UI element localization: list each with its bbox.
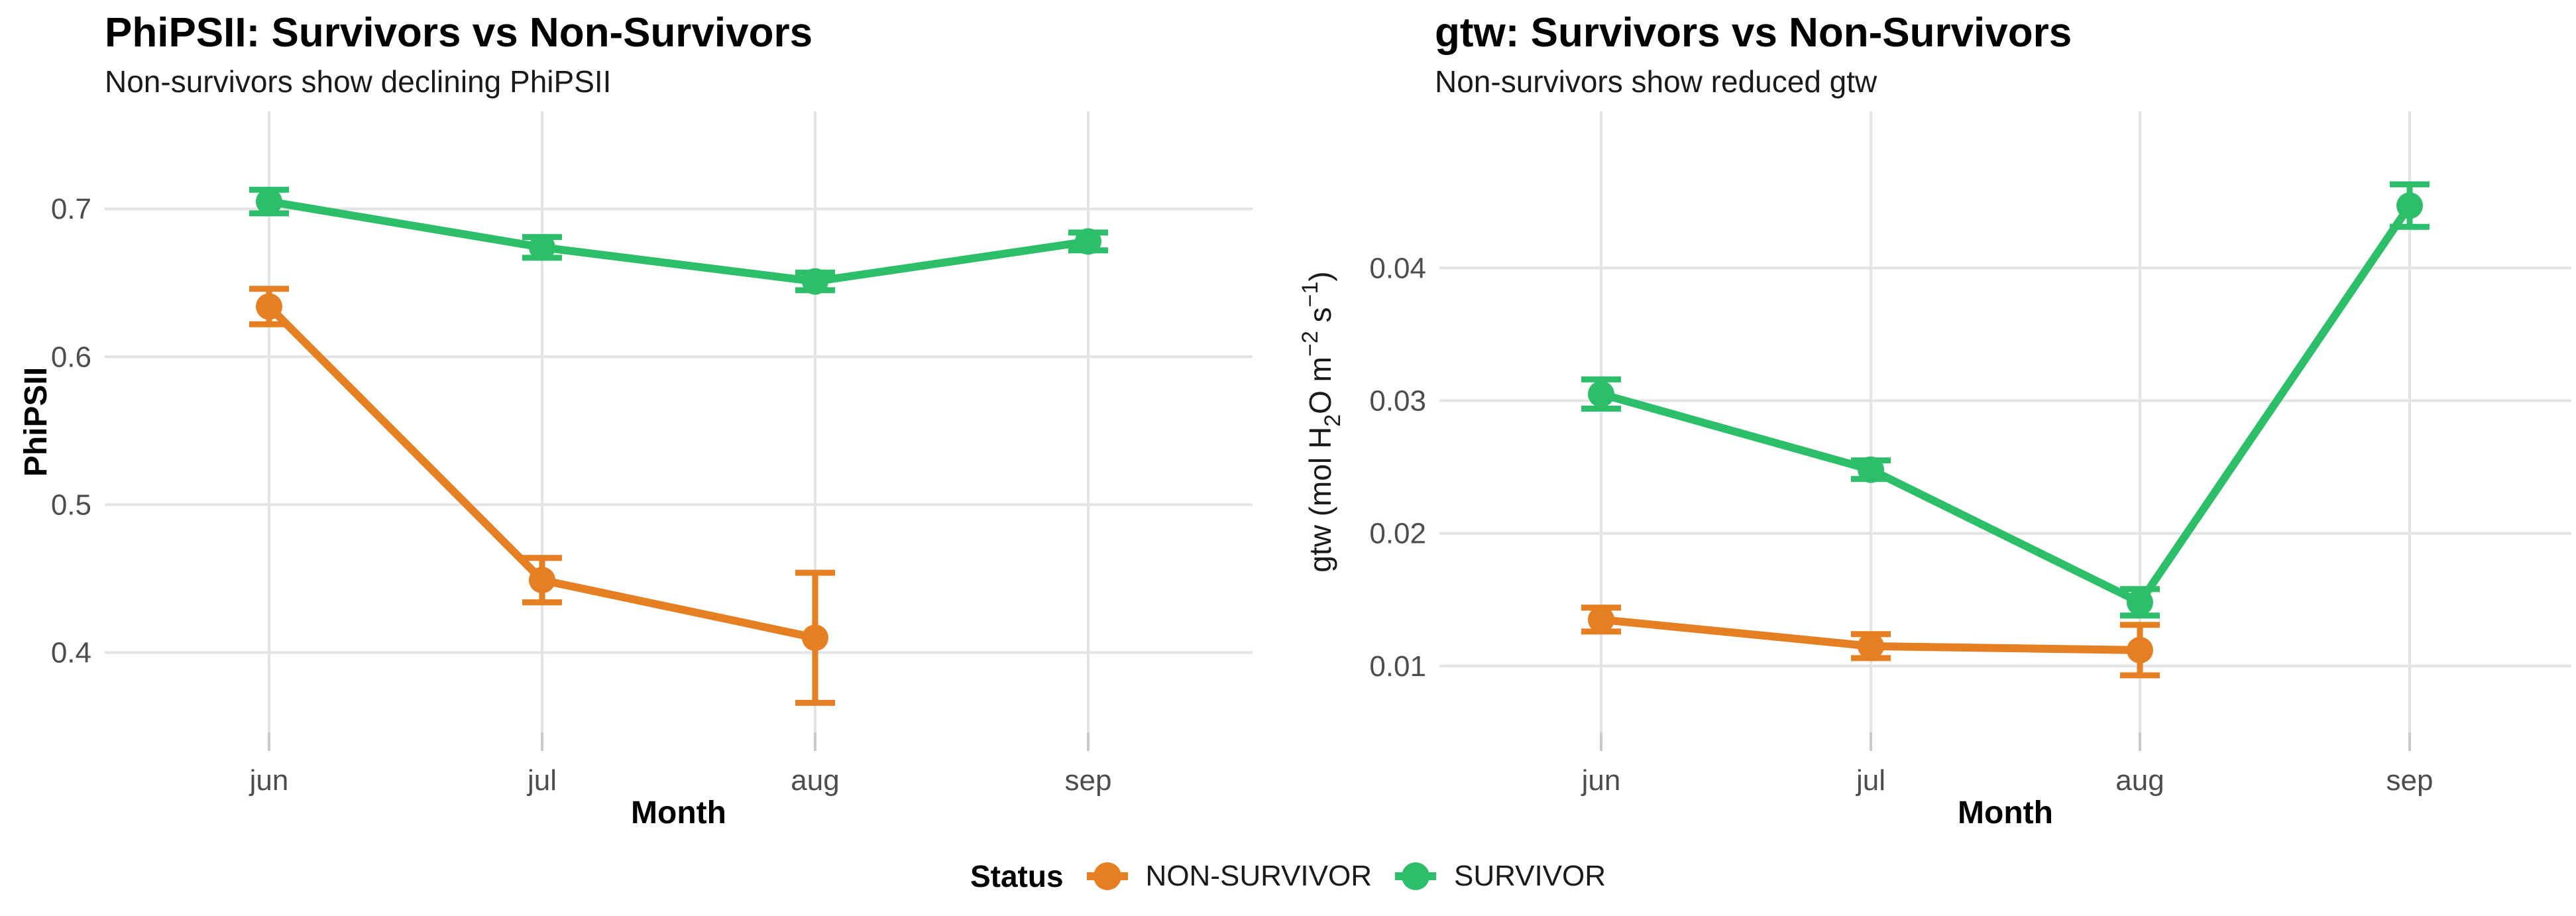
- svg-text:sep: sep: [1065, 764, 1112, 797]
- legend-item-survivor: SURVIVOR: [1394, 855, 1606, 897]
- svg-text:jun: jun: [249, 764, 289, 797]
- svg-text:0.02: 0.02: [1369, 518, 1426, 550]
- phipsii-subtitle: Non-survivors show declining PhiPSII: [105, 64, 612, 99]
- gtw-chart-canvas: 0.01 0.02 0.03 0.04 jun jul aug sep Month gtw (mo…: [1298, 111, 2571, 830]
- pointrange-key-icon: [1395, 862, 1436, 890]
- phipsii-panel: PhiPSII: Survivors vs Non-Survivors Non-…: [19, 10, 1253, 830]
- gtw-subtitle: Non-survivors show reduced gtw: [1435, 64, 1877, 99]
- svg-text:jul: jul: [1855, 764, 1885, 797]
- svg-text:jul: jul: [526, 764, 557, 797]
- svg-text:Month: Month: [631, 795, 726, 830]
- legend-item-non-survivor: NON-SURVIVOR: [1086, 855, 1372, 897]
- legend-label-survivor: SURVIVOR: [1454, 860, 1606, 892]
- legend: Status NON-SURVIVOR SURVIVOR: [0, 855, 2576, 897]
- svg-text:0.4: 0.4: [51, 637, 91, 669]
- svg-text:aug: aug: [791, 764, 839, 797]
- svg-text:0.01: 0.01: [1369, 650, 1426, 683]
- legend-title: Status: [970, 859, 1064, 893]
- svg-text:sep: sep: [2386, 764, 2434, 797]
- svg-text:0.7: 0.7: [51, 193, 91, 225]
- svg-text:0.03: 0.03: [1369, 385, 1426, 418]
- svg-text:0.6: 0.6: [51, 341, 91, 373]
- legend-label-non-survivor: NON-SURVIVOR: [1145, 860, 1372, 892]
- svg-text:0.04: 0.04: [1369, 252, 1426, 284]
- phipsii-chart-canvas: 0.4 0.5 0.6 0.7 jun jul aug sep Month PhiPSII: [19, 111, 1253, 830]
- svg-text:PhiPSII: PhiPSII: [19, 367, 54, 477]
- gtw-panel: gtw: Survivors vs Non-Survivors Non-surv…: [1288, 0, 2576, 916]
- svg-text:jun: jun: [1581, 764, 1621, 797]
- svg-text:gtw (mol H2O m−2 s−1): gtw (mol H2O m−2 s−1): [1298, 271, 1345, 572]
- gtw-title: gtw: Survivors vs Non-Survivors: [1435, 10, 2072, 56]
- pointrange-key-icon: [1086, 862, 1128, 890]
- phipsii-title: PhiPSII: Survivors vs Non-Survivors: [105, 10, 813, 56]
- svg-text:Month: Month: [1958, 795, 2053, 830]
- svg-text:aug: aug: [2115, 764, 2164, 797]
- svg-text:0.5: 0.5: [51, 488, 91, 521]
